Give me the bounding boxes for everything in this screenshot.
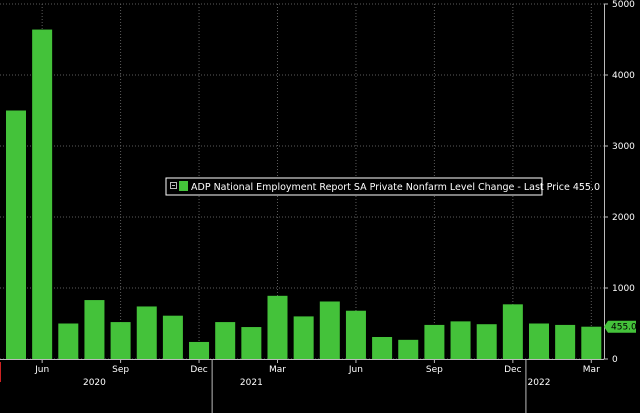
bar [581,326,602,359]
y-tick-label: 2000 [612,213,635,223]
last-value-tag-shape [604,320,636,333]
bar [6,110,26,359]
bar [189,341,210,359]
bar [58,323,79,359]
last-value-label: 455.0 [611,323,637,333]
y-tick-label: 0 [612,355,618,365]
bar [476,324,497,359]
last-value-tag: 455.0 [604,320,637,333]
bar [555,324,576,359]
bar [241,327,262,359]
bar [502,304,523,359]
bar [345,310,366,359]
bar [267,295,288,359]
x-tick-label: Jun [34,365,49,375]
bar [84,300,105,359]
bar [110,322,131,359]
x-tick-label: Dec [190,365,207,375]
legend-swatch [179,181,188,191]
y-tick-label: 3000 [612,142,635,152]
legend-toggle-icon [170,182,177,189]
y-tick-label: 5000 [612,0,635,10]
bar [162,315,183,359]
x-tick-label: Sep [112,365,129,375]
bar [319,301,340,359]
x-tick-label: Dec [504,365,521,375]
x-year-label: 2021 [240,378,263,388]
bar [450,321,471,359]
x-tick-label: Mar [583,365,600,375]
x-tick-label: Mar [269,365,286,375]
x-year-label: 2020 [83,378,106,388]
legend-box [165,177,543,196]
bar [293,316,314,359]
bar [424,324,445,359]
x-tick-label: Jun [348,365,363,375]
bars-group [6,29,602,360]
bar [529,323,549,359]
bar [215,322,236,359]
bar [398,339,419,359]
bar [32,29,53,360]
bar [372,336,393,359]
y-tick-label: 1000 [612,284,635,294]
legend: ADP National Employment Report SA Privat… [165,177,600,196]
bar [136,306,157,359]
x-tick-label: Sep [426,365,443,375]
x-year-label: 2022 [528,378,551,388]
y-tick-label: 4000 [612,71,635,81]
legend-label: ADP National Employment Report SA Privat… [191,182,600,193]
